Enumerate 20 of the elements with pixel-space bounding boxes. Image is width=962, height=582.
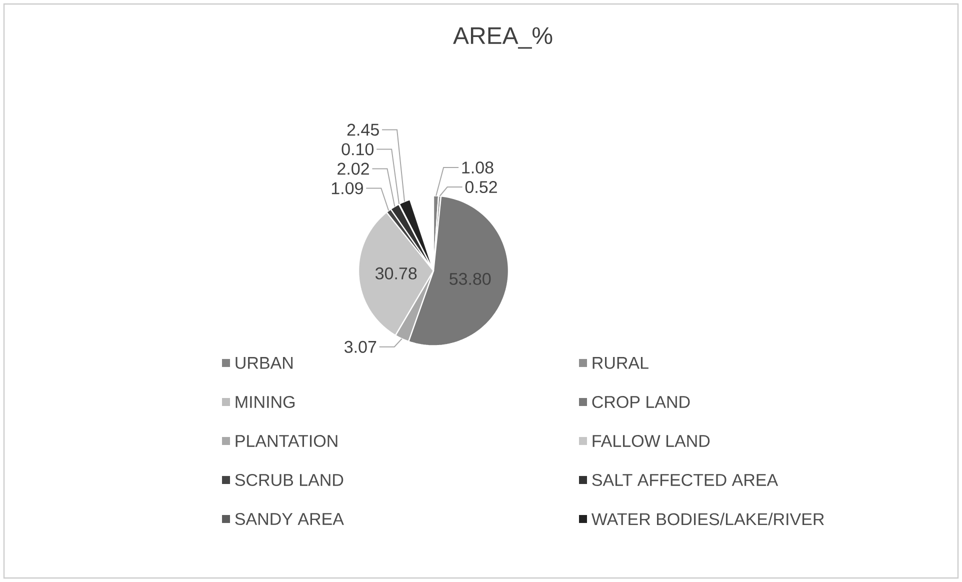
data-label: 3.07 xyxy=(344,340,376,353)
data-label: 0.10 xyxy=(342,143,374,156)
data-label: 1.08 xyxy=(462,162,494,174)
data-label: 2.02 xyxy=(338,162,369,175)
data-label: 30.78 xyxy=(375,267,417,280)
legend-label: WATER BODIES/LAKE/RIVER xyxy=(591,512,824,526)
legend-label: MINING xyxy=(236,396,295,408)
chart-title: AREA_% xyxy=(453,27,552,49)
data-label: 1.09 xyxy=(332,182,363,194)
legend-label: SALT AFFECTED AREA xyxy=(592,474,778,486)
legend-label: PLANTATION xyxy=(236,434,338,447)
legend-label: FALLOW LAND xyxy=(592,434,710,447)
legend-label: URBAN xyxy=(236,357,293,369)
data-label: 0.52 xyxy=(465,181,497,194)
legend-label: SCRUB LAND xyxy=(235,474,344,486)
legend-label: CROP LAND xyxy=(592,396,690,408)
legend-label: RURAL xyxy=(592,357,648,369)
data-label: 53.80 xyxy=(450,272,491,285)
data-label: 2.45 xyxy=(347,124,379,136)
legend-label: SANDY AREA xyxy=(235,512,344,525)
